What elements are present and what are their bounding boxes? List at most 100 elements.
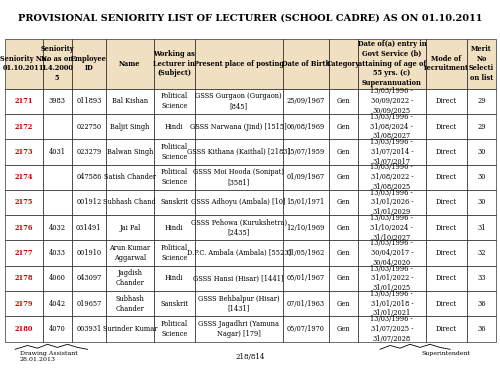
Text: Gen: Gen <box>336 97 350 105</box>
Text: Gen: Gen <box>336 122 350 130</box>
Text: Gen: Gen <box>336 173 350 181</box>
Text: 07/01/1963: 07/01/1963 <box>286 300 325 308</box>
Bar <box>467 240 496 266</box>
Bar <box>42 316 72 342</box>
Bar <box>195 240 282 266</box>
Bar <box>282 114 329 139</box>
Bar <box>5 114 43 139</box>
Bar <box>154 139 195 164</box>
Text: Sanskrit: Sanskrit <box>160 198 188 207</box>
Text: 218/814: 218/814 <box>236 353 264 361</box>
Text: Employee
ID: Employee ID <box>71 55 107 73</box>
Bar <box>5 291 43 316</box>
Bar <box>467 291 496 316</box>
Bar <box>42 291 72 316</box>
Bar <box>195 164 282 190</box>
Bar <box>282 215 329 240</box>
Bar <box>426 114 467 139</box>
Bar <box>467 266 496 291</box>
Bar <box>154 316 195 342</box>
Text: 2178: 2178 <box>14 274 33 282</box>
Bar <box>72 114 106 139</box>
Text: 4032: 4032 <box>48 224 66 232</box>
Text: 2171: 2171 <box>14 97 33 105</box>
Bar <box>282 291 329 316</box>
Text: Political
Science: Political Science <box>160 143 188 161</box>
Text: 003931: 003931 <box>76 325 102 333</box>
Bar <box>106 190 154 215</box>
Bar <box>42 190 72 215</box>
Text: Direct: Direct <box>436 122 457 130</box>
Text: Gen: Gen <box>336 224 350 232</box>
Bar <box>154 190 195 215</box>
Text: Mode of
recruitment: Mode of recruitment <box>424 55 469 73</box>
Bar <box>5 240 43 266</box>
Text: Gen: Gen <box>336 249 350 257</box>
Text: 15/07/1959: 15/07/1959 <box>286 148 325 156</box>
Bar <box>72 215 106 240</box>
Bar <box>72 139 106 164</box>
Text: Hindi: Hindi <box>165 274 184 282</box>
Text: GSSS Kithana (Kaithal) [2183]: GSSS Kithana (Kaithal) [2183] <box>187 148 290 156</box>
Bar <box>467 164 496 190</box>
Bar <box>358 215 426 240</box>
Bar <box>282 164 329 190</box>
Bar <box>154 291 195 316</box>
Bar <box>72 190 106 215</box>
Text: 36: 36 <box>477 325 486 333</box>
Bar <box>42 39 72 89</box>
Bar <box>42 215 72 240</box>
Text: 019657: 019657 <box>76 300 102 308</box>
Text: GSSS Jagadhri (Yamuna
Nagar) [179]: GSSS Jagadhri (Yamuna Nagar) [179] <box>198 320 279 338</box>
Text: Political
Science: Political Science <box>160 244 188 262</box>
Bar <box>329 215 358 240</box>
Bar <box>195 89 282 114</box>
Text: Jagdish
Chander: Jagdish Chander <box>116 269 144 287</box>
Text: GSSS Pehowa (Kurukshetra)
[2435]: GSSS Pehowa (Kurukshetra) [2435] <box>190 219 287 237</box>
Bar <box>329 266 358 291</box>
Bar <box>426 139 467 164</box>
Bar <box>72 240 106 266</box>
Text: GSSS Narwana (Jind) [1515]: GSSS Narwana (Jind) [1515] <box>190 122 287 130</box>
Text: Hindi: Hindi <box>165 224 184 232</box>
Bar <box>106 266 154 291</box>
Bar <box>42 240 72 266</box>
Text: 13/03/1996 -
31/07/2025 -
31/07/2028: 13/03/1996 - 31/07/2025 - 31/07/2028 <box>370 315 413 343</box>
Text: 06/08/1969: 06/08/1969 <box>286 122 325 130</box>
Text: 011893: 011893 <box>76 97 102 105</box>
Bar <box>154 164 195 190</box>
Text: Present place of posting: Present place of posting <box>194 59 284 68</box>
Bar <box>426 89 467 114</box>
Bar <box>358 89 426 114</box>
Bar <box>5 266 43 291</box>
Text: Merit
No
Selecti
on list: Merit No Selecti on list <box>469 45 494 82</box>
Bar <box>467 215 496 240</box>
Text: 2177: 2177 <box>14 249 33 257</box>
Bar <box>42 164 72 190</box>
Text: 2173: 2173 <box>14 148 33 156</box>
Bar <box>426 291 467 316</box>
Text: D.P.C. Ambala (Ambala) [5523]: D.P.C. Ambala (Ambala) [5523] <box>186 249 291 257</box>
Text: Arun Kumar
Aggarwal: Arun Kumar Aggarwal <box>109 244 150 262</box>
Bar <box>5 215 43 240</box>
Text: Direct: Direct <box>436 224 457 232</box>
Text: 001910: 001910 <box>76 249 102 257</box>
Bar <box>106 89 154 114</box>
Bar <box>195 316 282 342</box>
Bar <box>426 164 467 190</box>
Text: 2174: 2174 <box>14 173 33 181</box>
Bar <box>426 39 467 89</box>
Text: 36: 36 <box>477 300 486 308</box>
Bar <box>5 164 43 190</box>
Text: 2176: 2176 <box>14 224 33 232</box>
Text: Gen: Gen <box>336 300 350 308</box>
Text: 13/03/1996 -
31/01/2022 -
31/01/2025: 13/03/1996 - 31/01/2022 - 31/01/2025 <box>370 264 413 292</box>
Bar <box>42 114 72 139</box>
Text: 31: 31 <box>477 224 486 232</box>
Bar <box>358 164 426 190</box>
Bar <box>72 164 106 190</box>
Text: Gen: Gen <box>336 274 350 282</box>
Text: GSSS Hansi (Hisar) [1441]: GSSS Hansi (Hisar) [1441] <box>194 274 284 282</box>
Text: Seniority
No as on
1.4.2000
5: Seniority No as on 1.4.2000 5 <box>40 45 74 82</box>
Text: 022750: 022750 <box>76 122 102 130</box>
